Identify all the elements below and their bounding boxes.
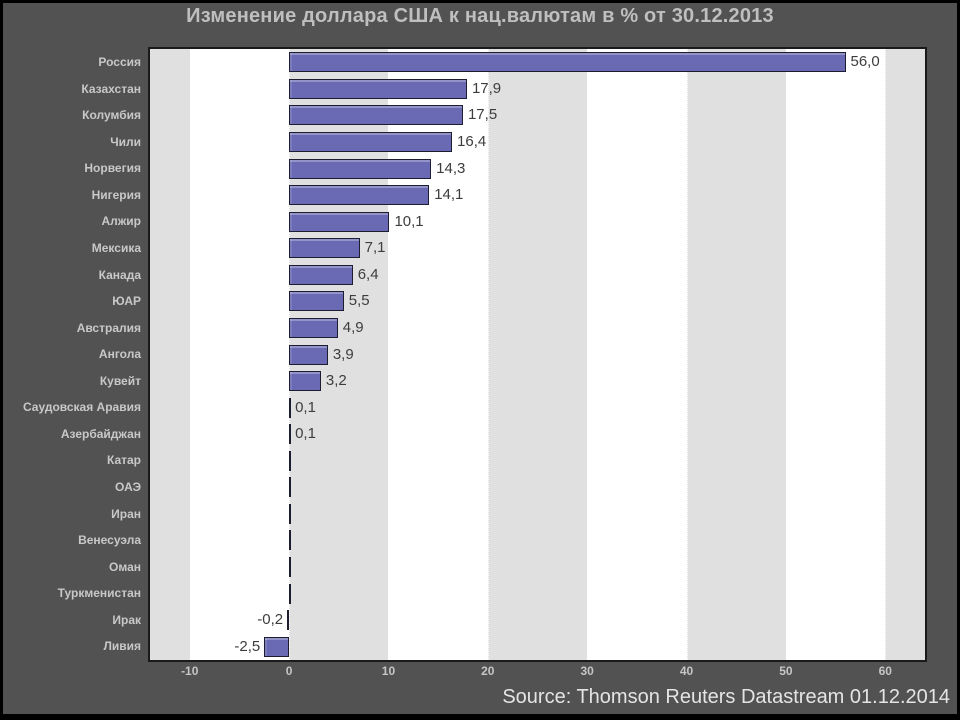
category-label: Ангола (98, 347, 141, 362)
tick-label: 0 (285, 664, 293, 678)
plot-band-gray (885, 49, 925, 660)
bar (289, 557, 292, 578)
value-label: 10,1 (394, 212, 424, 230)
bar (289, 317, 338, 338)
category-label: Венесуэла (78, 533, 141, 548)
bar (289, 477, 292, 498)
value-label: 0,1 (295, 398, 316, 416)
gridline (487, 49, 489, 660)
bar (289, 583, 292, 604)
value-label: 14,1 (434, 186, 464, 204)
bar (289, 105, 463, 126)
category-label: Азербайджан (60, 426, 141, 441)
gridline (885, 49, 887, 660)
bar (289, 158, 432, 179)
bar (289, 78, 467, 99)
category-label: Саудовская Аравия (22, 400, 141, 415)
bar (289, 291, 344, 312)
category-label: Мексика (91, 240, 141, 255)
bar (289, 344, 328, 365)
plot-band-gray (686, 49, 786, 660)
category-label: Чили (110, 134, 141, 149)
tick-label: 40 (679, 664, 694, 678)
value-label: 3,9 (332, 345, 354, 363)
value-label: 5,5 (348, 292, 370, 310)
category-label: Ирак (112, 612, 141, 627)
bar (289, 131, 453, 152)
bar (289, 211, 390, 232)
plot-area: 56,0 17,9 17,5 16,4 14,3 14,1 10,1 7,1 6,4 5,5 4,9… (150, 49, 925, 660)
tick-label: 60 (878, 664, 892, 678)
chart-title: Изменение доллара США к нац.валютам в % … (186, 5, 774, 27)
value-label: 7,1 (364, 239, 386, 257)
plot-band-gray (487, 49, 588, 660)
category-label: Иран (111, 506, 141, 521)
bar (289, 424, 292, 445)
bar (289, 238, 360, 259)
plot-band-white (189, 49, 290, 660)
category-label: Кувейт (99, 373, 141, 388)
bar (289, 503, 292, 524)
category-label: Нигерия (91, 187, 141, 202)
bar (264, 636, 290, 657)
category-label: Туркменистан (57, 586, 141, 601)
category-label: Казахстан (81, 81, 141, 96)
bar (289, 530, 292, 551)
category-label: Оман (109, 559, 141, 574)
tick-label: -10 (181, 664, 199, 678)
value-label: -0,2 (257, 611, 284, 629)
value-label: 0,1 (295, 425, 316, 443)
bar (289, 185, 430, 206)
bar (289, 52, 846, 73)
bar (289, 450, 292, 471)
value-label: 17,9 (471, 79, 502, 97)
tick-label: 10 (381, 664, 396, 678)
value-label: 6,4 (357, 265, 379, 283)
value-label: 3,2 (325, 372, 347, 390)
value-label: 14,3 (436, 159, 466, 177)
category-label: Катар (106, 453, 141, 468)
bar (289, 397, 292, 418)
source-caption: Source: Thomson Reuters Datastream 01.12… (502, 686, 950, 708)
category-label: ЮАР (112, 294, 141, 309)
plot-band-white (785, 49, 886, 660)
gridline (785, 49, 787, 660)
value-axis: -10 0 10 20 30 40 50 60 (150, 664, 925, 680)
plot-band-white (587, 49, 687, 660)
bar (289, 371, 321, 392)
bar (289, 264, 353, 285)
plot-band-gray (150, 49, 190, 660)
gridline (388, 49, 390, 660)
category-label: Канада (98, 267, 141, 282)
category-label: Колумбия (82, 108, 141, 123)
category-label: Алжир (101, 214, 141, 229)
tick-label: 20 (481, 664, 495, 678)
bar (287, 610, 290, 631)
value-label: 17,5 (467, 106, 498, 124)
tick-label: 30 (580, 664, 594, 678)
value-label: 4,9 (342, 318, 364, 336)
category-label: ОАЭ (115, 480, 141, 495)
gridline (686, 49, 688, 660)
value-label: -2,5 (234, 637, 261, 655)
category-label: Норвегия (84, 161, 141, 176)
gridline (587, 49, 589, 660)
gridline (189, 49, 191, 660)
category-label: Австралия (76, 320, 141, 335)
category-axis: Россия Казахстан Колумбия Чили Норвегия Нигер… (0, 49, 141, 660)
category-label: Ливия (103, 639, 141, 654)
category-label: Россия (98, 55, 141, 69)
tick-label: 50 (779, 664, 793, 678)
value-label: 16,4 (457, 132, 487, 150)
value-label: 56,0 (850, 53, 880, 71)
